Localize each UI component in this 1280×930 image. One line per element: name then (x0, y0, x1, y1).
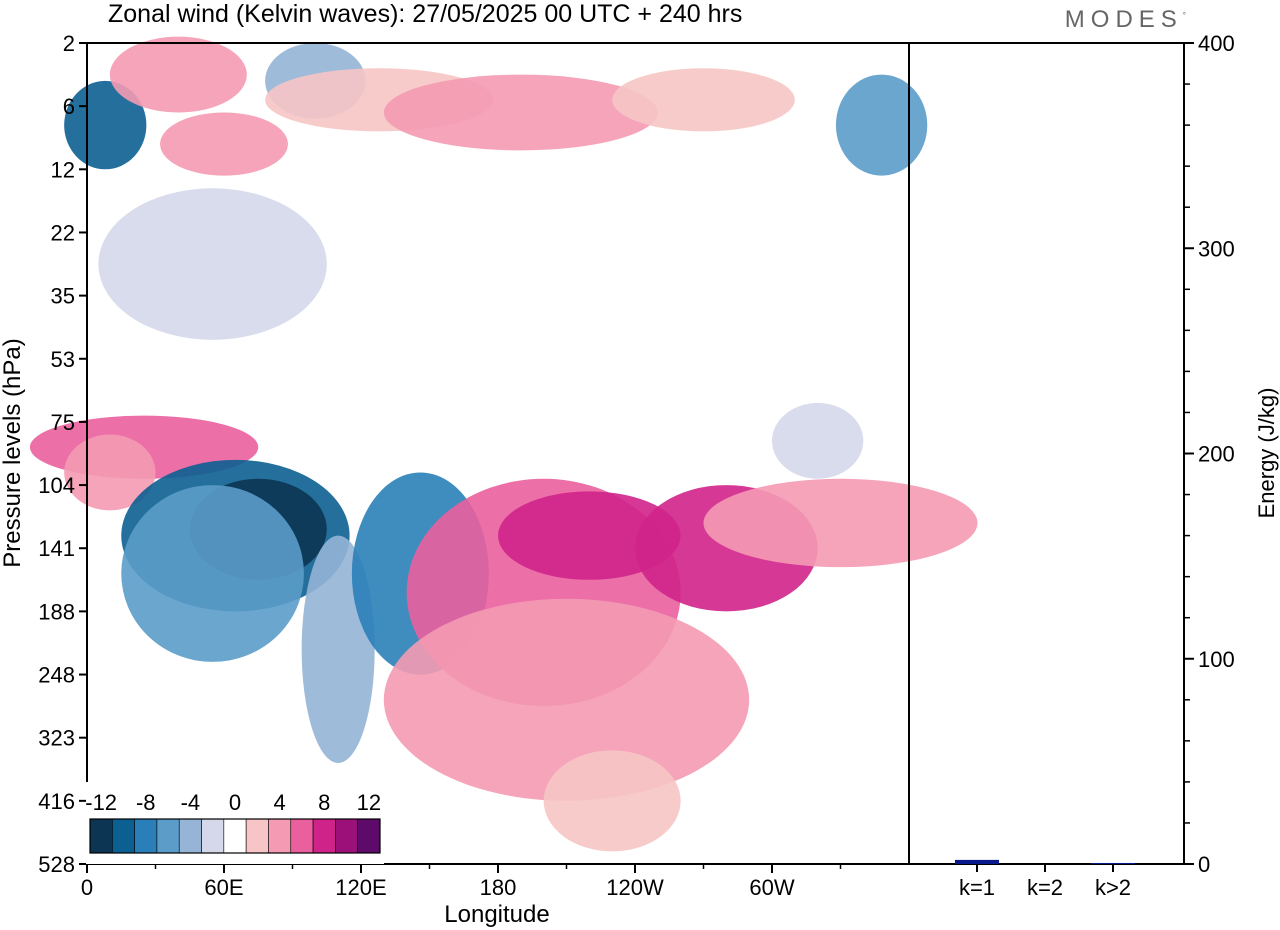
wind-anomaly-cell (543, 750, 681, 852)
energy-bar (1091, 862, 1135, 864)
chart-title: Zonal wind (Kelvin waves): 27/05/2025 00… (108, 0, 742, 28)
longitude-tick-label: 60E (204, 875, 243, 900)
wind-anomaly-cell (121, 485, 304, 662)
wind-anomaly-cell (98, 188, 327, 340)
colorbar-label: -4 (181, 790, 201, 815)
colorbar-legend: -12 -8 -4 0 4 8 12 (85, 782, 384, 864)
pressure-tick-label: 188 (38, 599, 75, 624)
longitude-tick-label: 60W (749, 875, 794, 900)
pressure-tick-label: 2 (63, 31, 75, 56)
wind-anomaly-cell (612, 68, 795, 132)
energy-bar (955, 859, 999, 864)
wind-anomaly-cell (109, 36, 247, 113)
brand-mark: ° (1182, 11, 1186, 20)
wind-anomaly-cell (160, 112, 288, 176)
colorbar-label: 8 (318, 790, 330, 815)
wind-anomaly-cell (497, 491, 681, 580)
energy-tick-label: 0 (1198, 852, 1210, 877)
colorbar-swatch (268, 818, 292, 854)
longitude-tick-label: 180 (480, 875, 517, 900)
colorbar-label: 4 (273, 790, 285, 815)
colorbar-swatch (156, 818, 180, 854)
colorbar-label: 0 (229, 790, 241, 815)
energy-category-label: k=1 (959, 875, 995, 900)
y-axis-label: Pressure levels (hPa) (0, 338, 26, 567)
colorbar-swatch (335, 818, 358, 854)
longitude-tick-label: 120E (335, 875, 386, 900)
energy-tick-label: 400 (1198, 31, 1235, 56)
pressure-tick-label: 35 (51, 284, 75, 309)
energy-category-label: k=2 (1027, 875, 1063, 900)
energy-category-label: k>2 (1095, 875, 1131, 900)
wind-anomaly-cell (383, 598, 750, 801)
pressure-tick-label: 12 (51, 157, 75, 182)
colorbar-swatch (112, 818, 135, 854)
pressure-tick-label: 75 (51, 410, 75, 435)
pressure-tick-label: 6 (63, 94, 75, 119)
pressure-tick-label: 104 (38, 473, 75, 498)
colorbar-swatch (290, 818, 314, 854)
colorbar-frame (89, 818, 381, 854)
wind-anomaly-cell (835, 74, 928, 176)
energy-axis-label: Energy (J/kg) (1254, 388, 1279, 519)
energy-tick-label: 300 (1198, 236, 1235, 261)
heatmap-field (29, 36, 978, 852)
colorbar-swatch (245, 818, 269, 854)
colorbar-swatch (134, 818, 158, 854)
energy-tick-label: 100 (1198, 647, 1235, 672)
pressure-tick-label: 248 (38, 663, 75, 688)
colorbar-swatch (312, 818, 336, 854)
colorbar-label: -12 (85, 790, 117, 815)
wind-anomaly-cell (703, 478, 978, 568)
longitude-tick-label: 120W (606, 875, 664, 900)
colorbar-label: -8 (136, 790, 156, 815)
wind-anomaly-cell (64, 80, 147, 170)
pressure-tick-label: 528 (38, 852, 75, 877)
energy-axis: 0 100 200 300 400 (1184, 31, 1235, 877)
pressure-tick-label: 416 (38, 789, 75, 814)
pressure-tick-label: 53 (51, 347, 75, 372)
energy-tick-label: 200 (1198, 442, 1235, 467)
brand-logo: MODES° (1065, 6, 1186, 34)
pressure-tick-label: 141 (38, 536, 75, 561)
colorbar-swatch (201, 818, 225, 854)
brand-text: MODES (1064, 6, 1183, 33)
colorbar-label: 12 (357, 790, 381, 815)
colorbar-swatch (89, 818, 113, 854)
wind-anomaly-cell (772, 402, 864, 479)
longitude-axis: 0 60E 120E 180 120W 60W (81, 864, 842, 900)
pressure-axis: 2 6 12 22 35 53 75 104 141 188 248 323 416 528 (38, 31, 87, 877)
colorbar-swatch (178, 818, 202, 854)
wind-anomaly-cell (383, 74, 658, 151)
pressure-tick-label: 22 (51, 220, 75, 245)
energy-bars: k=1 k=2 k>2 (955, 859, 1135, 900)
longitude-tick-label: 0 (81, 875, 93, 900)
colorbar-swatch (357, 818, 381, 854)
pressure-tick-label: 323 (38, 726, 75, 751)
colorbar-swatch (223, 818, 247, 854)
energy-frame (908, 42, 1185, 865)
x-axis-label: Longitude (444, 901, 549, 928)
